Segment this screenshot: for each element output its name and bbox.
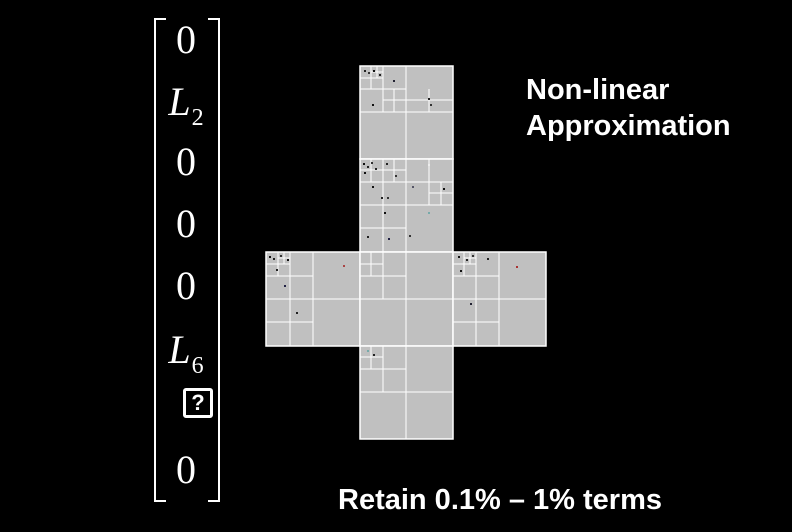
- unknown-entry-box: ?: [183, 388, 213, 418]
- vector-entry-4: 0: [176, 263, 196, 308]
- vector-entry-7: 0: [176, 447, 196, 492]
- variable-subscript: 2: [191, 105, 204, 131]
- variable-subscript: 6: [191, 353, 204, 379]
- vector-entry-3: 0: [176, 201, 196, 246]
- retention-caption: Retain 0.1% – 1% terms: [338, 484, 662, 516]
- vector-entry-L6: L6: [150, 328, 222, 388]
- left-bracket: [154, 18, 166, 502]
- vector-entry-L2: L2: [150, 80, 222, 140]
- variable-letter: L: [168, 327, 191, 372]
- variable-letter: L: [168, 79, 191, 124]
- vector-entry-2: 0: [176, 139, 196, 184]
- right-bracket: [208, 18, 220, 502]
- sparse-coefficient-vector: 0 L2 0 0 0 L6 ? 0: [150, 17, 222, 502]
- retained-coefficient-dots: [269, 70, 518, 356]
- method-heading: Non-linear Approximation: [526, 72, 731, 144]
- quadtree-subdivisions: [266, 66, 546, 439]
- heading-line-1: Non-linear: [526, 74, 670, 106]
- heading-line-2: Approximation: [526, 110, 731, 142]
- vector-entry-0: 0: [176, 17, 196, 62]
